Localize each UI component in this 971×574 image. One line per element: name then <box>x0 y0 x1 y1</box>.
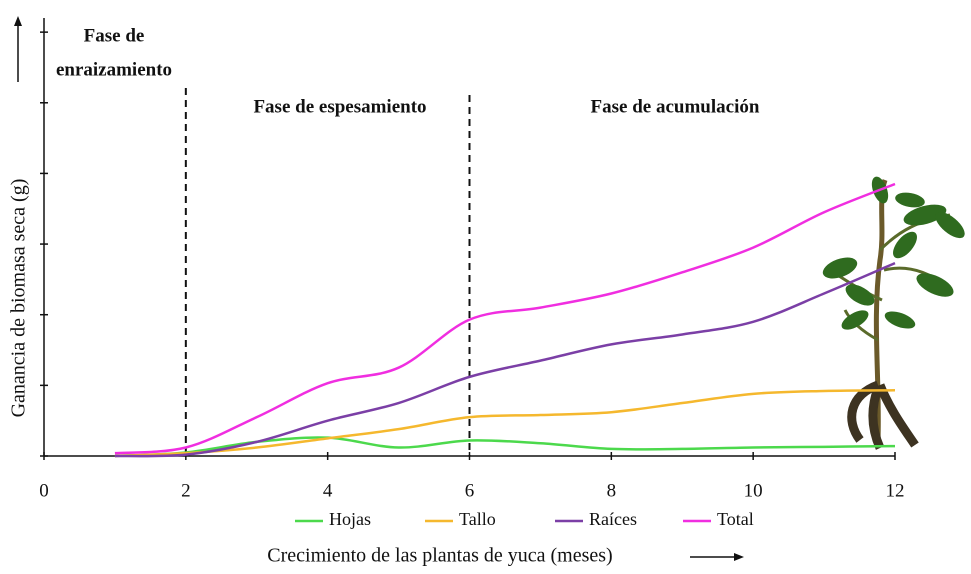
x-tick-label: 4 <box>323 480 333 501</box>
phase-label: Fase de acumulación <box>591 96 760 117</box>
x-tick-label: 0 <box>39 480 49 501</box>
x-tick-label: 12 <box>886 480 905 501</box>
series-line <box>114 389 896 458</box>
series-line <box>114 261 896 458</box>
x-tick-label: 8 <box>607 480 617 501</box>
x-tick-label: 10 <box>744 480 763 501</box>
x-tick-label: 6 <box>465 480 475 501</box>
legend-label: Total <box>717 509 754 529</box>
y-arrow-head <box>14 16 22 26</box>
x-tick-label: 2 <box>181 480 191 501</box>
y-axis-label: Ganancia de biomasa seca (g) <box>8 179 30 418</box>
legend-label: Tallo <box>459 509 496 529</box>
plant-illustration <box>822 176 965 450</box>
x-arrow-head <box>734 553 744 561</box>
series-line <box>114 182 896 455</box>
legend-label: Raíces <box>589 509 637 529</box>
phase-label: enraizamiento <box>56 59 172 80</box>
phase-label: Fase de espesamiento <box>253 96 426 117</box>
phase-label: Fase de <box>84 25 145 46</box>
x-axis-label: Crecimiento de las plantas de yuca (mese… <box>267 545 612 567</box>
legend-label: Hojas <box>329 509 371 529</box>
